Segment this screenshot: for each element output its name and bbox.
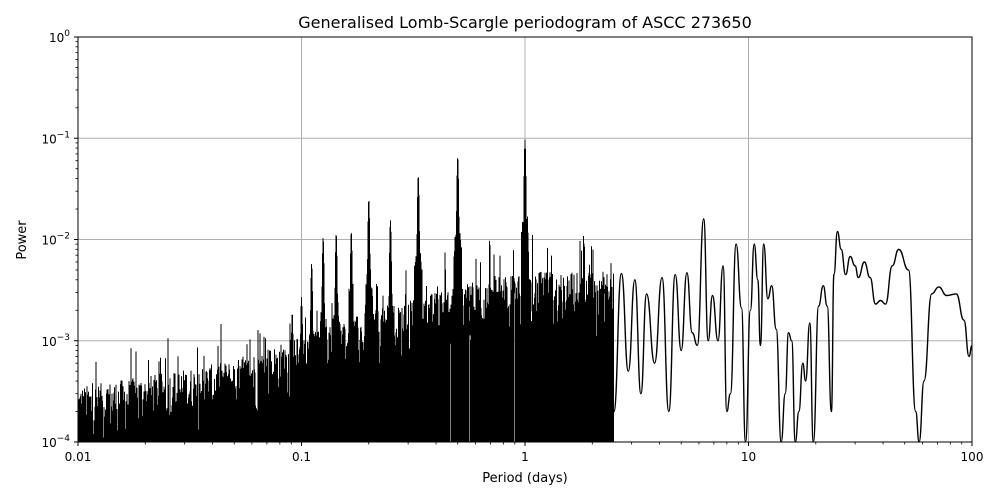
chart-title: Generalised Lomb-Scargle periodogram of … [298,13,752,32]
plot-area [77,36,973,443]
x-tick-label: 100 [961,450,984,464]
y-axis-label: Power [15,220,30,260]
x-tick-label: 1 [521,450,529,464]
x-tick-label: 0.01 [65,450,92,464]
y-tick-label: 10−4 [41,434,70,450]
long-period-curve [613,218,972,442]
x-axis-label: Period (days) [482,471,568,486]
dense-spectrum [78,139,614,442]
y-tick-label: 10−3 [41,333,70,349]
x-tick-label: 0.1 [292,450,311,464]
x-axis: 0.01 0.1 1 10 100 [65,442,984,464]
y-axis: 10−4 10−3 10−2 10−1 100 [41,29,78,450]
y-tick-label: 10−2 [41,232,70,248]
x-tick-label: 10 [741,450,756,464]
y-tick-label: 100 [49,29,70,45]
y-tick-label: 10−1 [41,130,70,146]
power-spectrum-line [78,139,972,442]
